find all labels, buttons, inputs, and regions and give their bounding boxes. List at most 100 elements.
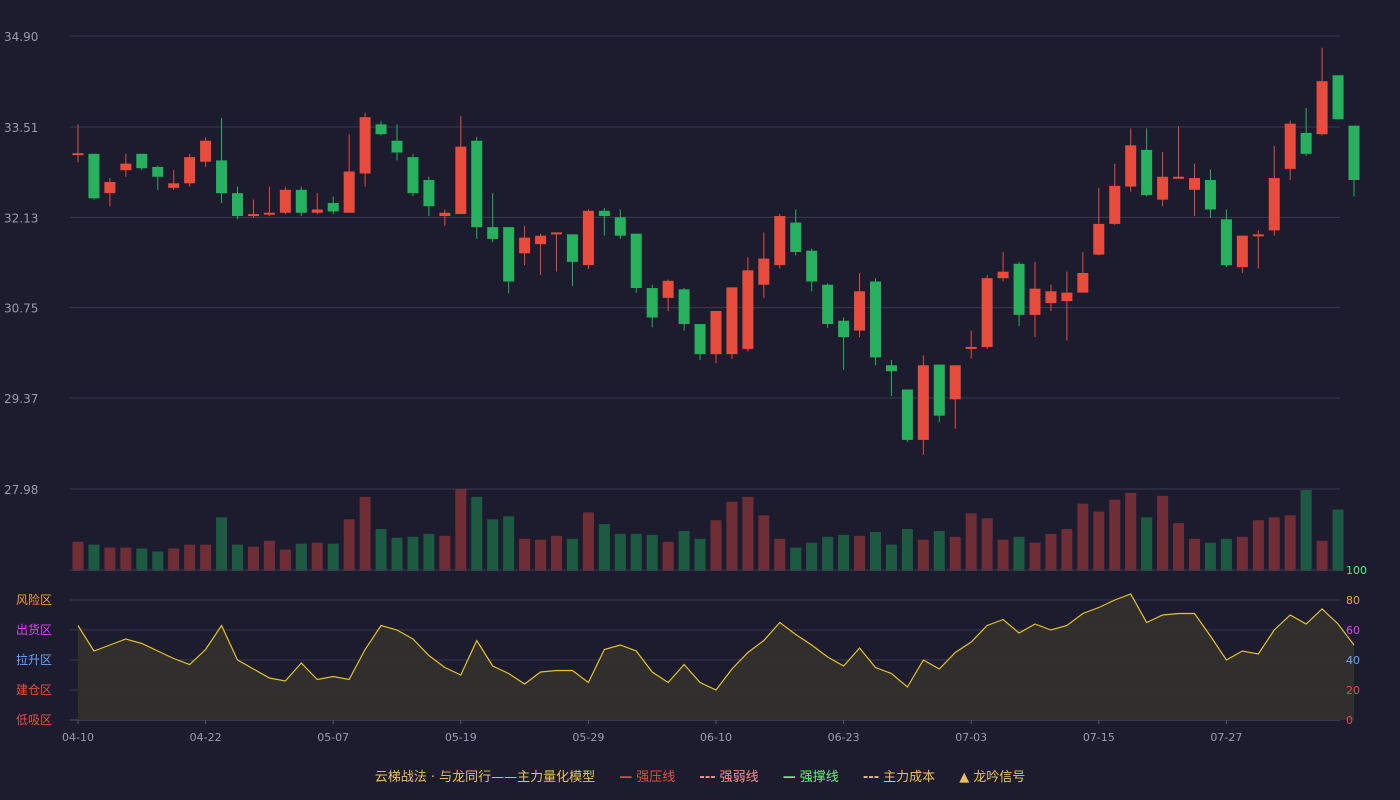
volume-bars [72, 489, 1344, 571]
volume-bar [327, 543, 339, 571]
candle-body [152, 166, 164, 177]
volume-bar [471, 496, 483, 571]
candle-body [263, 212, 275, 215]
candle [359, 112, 371, 187]
candle-body [487, 227, 499, 239]
candle-body [870, 281, 881, 358]
candle [1300, 108, 1312, 156]
candle [582, 209, 594, 270]
volume-bar [168, 548, 180, 571]
volume-bar [646, 534, 658, 571]
candle [1268, 145, 1280, 236]
legend-item-support[interactable]: — 强撑线 [783, 766, 839, 785]
candle [1220, 209, 1232, 268]
candle [200, 137, 212, 167]
volume-bar [598, 524, 610, 571]
candle [694, 324, 706, 361]
candle-body [1204, 180, 1216, 210]
x-tick-label: 06-10 [700, 731, 732, 744]
volume-bar [1189, 538, 1200, 571]
candle-body [885, 365, 897, 372]
indicator-tick-label: 40 [1346, 654, 1360, 667]
candle [423, 176, 435, 217]
candle-body [1109, 185, 1121, 224]
candle [1348, 125, 1360, 197]
volume-bar [1045, 533, 1057, 571]
candle-body [1284, 123, 1296, 169]
volume-bar [582, 512, 594, 571]
candle-body [439, 212, 451, 217]
indicator-tick-label: 20 [1346, 684, 1360, 697]
candle-body [503, 227, 515, 282]
legend-title: 云梯战法 · 与龙同行——主力量化模型 [374, 770, 596, 785]
candle [535, 233, 547, 275]
candle-body [981, 278, 993, 347]
chart-legend: 云梯战法 · 与龙同行——主力量化模型 — 强压线 --- 强弱线 — 强撑线 ---… [0, 766, 1400, 785]
candle-body [359, 117, 371, 174]
zone-label: 出货区 [16, 622, 52, 637]
x-tick-label: 04-10 [62, 731, 94, 744]
legend-item-signal[interactable]: ▲ 龙吟信号 [959, 766, 1025, 785]
candle-body [1013, 263, 1025, 315]
candle [1173, 126, 1185, 179]
volume-bar [981, 518, 993, 571]
candle-body [1061, 292, 1073, 302]
candle-body [1220, 219, 1232, 266]
volume-bar [104, 547, 116, 571]
candle-body [1141, 149, 1153, 196]
volume-bar [535, 539, 547, 571]
x-tick-label: 07-27 [1210, 731, 1242, 744]
candle-body [519, 237, 531, 254]
volume-bar [439, 535, 451, 571]
zone-label: 低吸区 [16, 713, 52, 727]
candle-body [838, 320, 850, 338]
volume-bar [295, 543, 307, 571]
legend-item-resistance[interactable]: — 强压线 [619, 766, 675, 785]
candle [870, 278, 881, 366]
volume-bar [806, 542, 818, 571]
volume-bar [407, 536, 419, 571]
volume-bar [216, 517, 228, 571]
candle-body [407, 157, 419, 194]
candle-body [455, 146, 467, 215]
candle-body [582, 210, 594, 266]
candle-body [1093, 223, 1105, 255]
volume-bar [870, 531, 881, 571]
volume-bar [247, 546, 259, 571]
volume-bar [232, 544, 243, 571]
volume-bar [742, 496, 754, 571]
legend-item-cost[interactable]: --- 主力成本 [863, 766, 935, 785]
volume-bar [1157, 495, 1169, 571]
volume-bar [1332, 509, 1344, 571]
candle [279, 186, 291, 215]
volume-bar [263, 540, 275, 571]
volume-bar [1220, 538, 1232, 571]
candle [838, 317, 850, 370]
candle-body [1189, 178, 1200, 190]
price-tick-label: 33.51 [4, 121, 38, 135]
volume-bar [1300, 489, 1312, 571]
candle [901, 389, 913, 442]
indicator-area [77, 593, 1355, 720]
candle [822, 283, 834, 328]
volume-bar [694, 538, 706, 571]
price-tick-label: 27.98 [4, 483, 38, 497]
candle [1045, 284, 1057, 311]
volume-bar [1093, 511, 1105, 571]
candle-body [726, 287, 738, 355]
candle [232, 186, 243, 220]
candle-body [901, 389, 913, 440]
candle-body [965, 346, 977, 349]
candle-body [646, 288, 658, 318]
candles [72, 47, 1360, 455]
candle [710, 310, 722, 364]
candle [1236, 235, 1248, 273]
candle-body [774, 216, 786, 266]
candle [152, 165, 164, 190]
candle-body [1077, 272, 1089, 293]
candle-body [311, 209, 323, 213]
volume-bar [1029, 542, 1041, 571]
legend-item-strength[interactable]: --- 强弱线 [699, 766, 758, 785]
volume-bar [1141, 517, 1153, 571]
